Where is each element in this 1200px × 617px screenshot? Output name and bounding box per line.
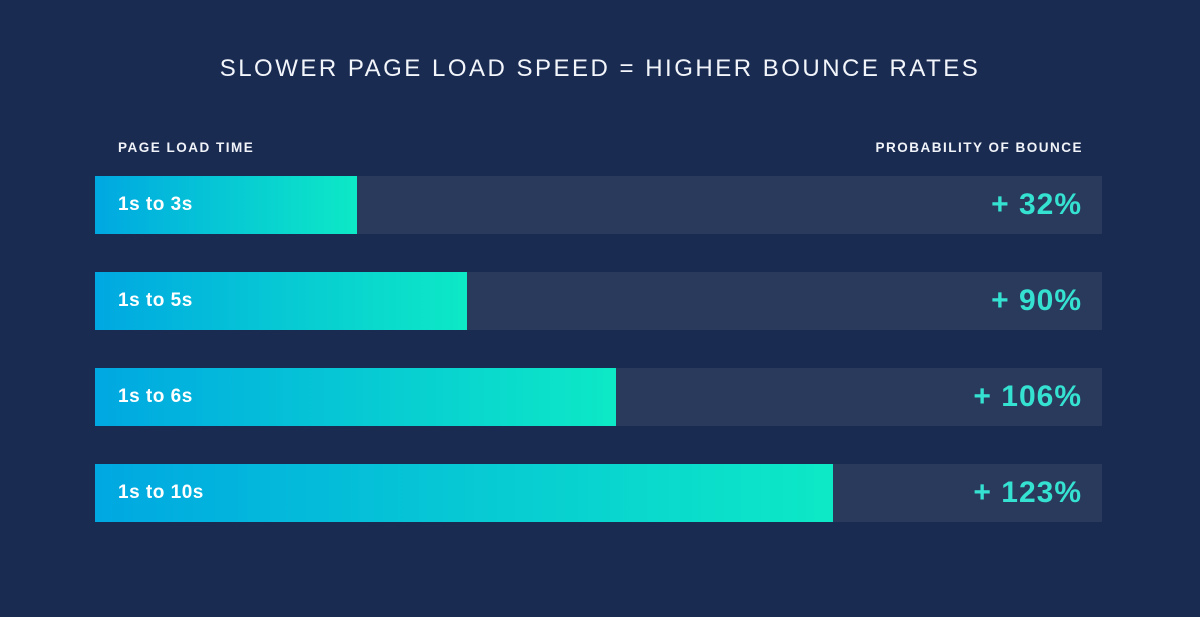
bar-row: 1s to 6s + 106% xyxy=(95,368,1102,426)
chart-title: SLOWER PAGE LOAD SPEED = HIGHER BOUNCE R… xyxy=(219,55,981,82)
bar-fill xyxy=(95,464,834,522)
left-column-header: PAGE LOAD TIME xyxy=(118,140,255,155)
right-column-header: PROBABILITY OF BOUNCE xyxy=(875,140,1083,155)
bar-row: 1s to 10s + 123% xyxy=(95,464,1102,522)
bar-rows: 1s to 3s + 32% 1s to 5s + 90% 1s to 6s +… xyxy=(95,176,1102,560)
column-headers: PAGE LOAD TIME PROBABILITY OF BOUNCE xyxy=(118,140,1083,155)
bar-label: 1s to 10s xyxy=(118,482,204,503)
bar-row: 1s to 3s + 32% xyxy=(95,176,1102,234)
bar-label: 1s to 5s xyxy=(118,290,193,311)
bar-value: + 90% xyxy=(991,284,1082,317)
bar-value: + 32% xyxy=(991,188,1082,221)
bar-row: 1s to 5s + 90% xyxy=(95,272,1102,330)
bar-label: 1s to 3s xyxy=(118,194,193,215)
bar-value: + 106% xyxy=(973,380,1082,413)
bar-value: + 123% xyxy=(973,476,1082,509)
bar-fill xyxy=(95,176,357,234)
bar-fill xyxy=(95,368,616,426)
bar-label: 1s to 6s xyxy=(118,386,193,407)
bar-fill xyxy=(95,272,467,330)
